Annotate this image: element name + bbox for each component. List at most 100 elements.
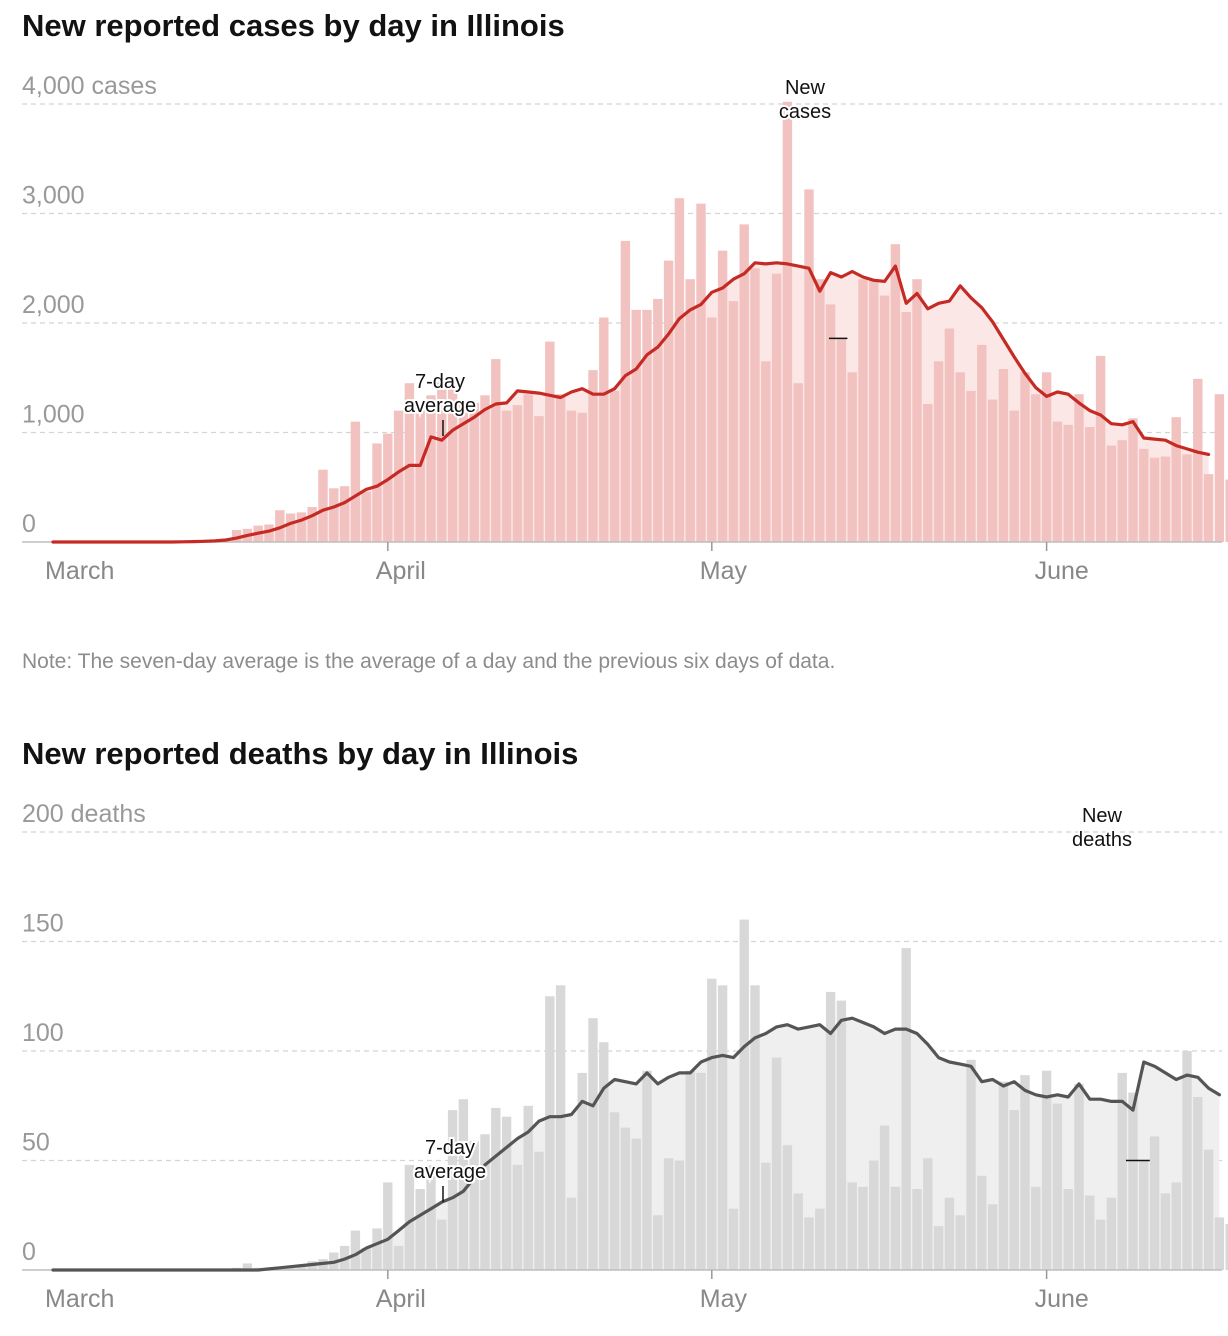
data-bar	[383, 1182, 393, 1270]
cases-chart: 0 1,000 2,000 3,000 4,000 cases March April May…	[22, 72, 1228, 585]
data-bar	[696, 203, 706, 542]
data-bar	[685, 1070, 695, 1270]
data-bar	[1074, 394, 1084, 542]
data-bar	[404, 383, 415, 542]
data-bar	[393, 410, 404, 542]
data-bar	[977, 344, 987, 542]
data-bar	[1171, 417, 1181, 542]
data-bar	[1214, 1217, 1225, 1270]
data-bar	[1225, 479, 1228, 542]
data-bar	[663, 1158, 674, 1270]
data-bar	[469, 402, 479, 542]
data-bar	[933, 1226, 944, 1270]
data-bar	[1182, 1051, 1192, 1270]
data-bar	[534, 416, 544, 542]
data-bar	[620, 240, 631, 542]
annotation-text: average	[404, 395, 476, 417]
data-bar	[447, 375, 458, 542]
data-bar	[1160, 456, 1171, 542]
y-tick-label: 0	[22, 1238, 36, 1266]
data-bar	[1020, 372, 1030, 542]
data-bar	[912, 1189, 922, 1270]
data-bar	[1128, 418, 1138, 542]
data-bar	[1182, 454, 1192, 542]
data-bar	[447, 1110, 458, 1270]
average-line	[51, 261, 1211, 544]
data-bar	[901, 312, 911, 542]
data-bar	[1041, 372, 1052, 542]
data-bar	[933, 361, 944, 542]
data-bar	[847, 1182, 857, 1270]
data-bar	[696, 1072, 706, 1270]
data-bar	[653, 298, 663, 542]
data-bar	[318, 469, 328, 542]
data-bar	[912, 279, 922, 542]
data-bar	[588, 370, 598, 542]
data-bar	[631, 1138, 641, 1270]
annotation-text: New	[785, 77, 826, 99]
data-bar	[879, 295, 890, 542]
deaths-chart: 0 50 100 150 200 deaths March April May June Newd…	[22, 800, 1228, 1313]
data-bar	[966, 390, 976, 542]
data-bar	[372, 1228, 382, 1270]
data-bar	[717, 250, 728, 542]
data-bar	[1149, 457, 1160, 542]
data-bar	[1117, 1072, 1127, 1270]
data-bar	[825, 304, 836, 542]
data-bar	[804, 189, 814, 542]
x-tick-label: April	[376, 1285, 426, 1313]
data-bar	[599, 1042, 609, 1270]
data-bar	[501, 1116, 512, 1270]
data-bar	[361, 1248, 371, 1270]
y-tick-label: 200 deaths	[22, 800, 146, 828]
data-bar	[674, 1160, 685, 1270]
data-bar	[1052, 1103, 1063, 1270]
data-bar	[1225, 1224, 1228, 1270]
data-bar	[1031, 1186, 1041, 1270]
data-bar	[771, 1057, 782, 1270]
data-bar	[339, 486, 350, 542]
data-bar	[264, 524, 274, 542]
data-bar	[437, 382, 447, 542]
average-line	[51, 1016, 1221, 1272]
data-bar	[977, 1175, 987, 1270]
data-bar	[631, 309, 641, 542]
data-bar	[728, 1208, 739, 1270]
data-bar	[1031, 394, 1041, 542]
data-bar	[426, 395, 436, 542]
x-tick-label: June	[1035, 557, 1089, 585]
x-tick-label: March	[45, 1285, 114, 1313]
data-bar	[955, 372, 965, 542]
data-bar	[1063, 424, 1073, 542]
data-bar	[458, 1099, 469, 1270]
data-bar	[469, 1140, 479, 1270]
data-bar	[415, 410, 425, 542]
data-bar	[815, 1208, 825, 1270]
data-bar	[361, 491, 371, 542]
y-tick-label: 0	[22, 510, 36, 538]
data-bar	[987, 1204, 998, 1270]
data-bar	[1139, 448, 1149, 542]
data-bar	[858, 1186, 868, 1270]
data-bar	[793, 383, 803, 542]
data-bar	[771, 273, 782, 542]
data-bar	[836, 1000, 847, 1270]
data-bar	[761, 361, 771, 542]
data-bar	[707, 317, 717, 542]
data-bar	[1203, 474, 1214, 542]
data-bar	[642, 309, 652, 542]
data-bar	[491, 1107, 501, 1270]
data-bar	[944, 1197, 955, 1270]
data-bar	[707, 978, 717, 1270]
annotation-text: 7-day	[415, 371, 465, 393]
data-bar	[1106, 445, 1117, 542]
data-bar	[372, 443, 382, 542]
x-tick-label: May	[700, 1285, 748, 1313]
annotation-text: 7-day	[425, 1137, 475, 1159]
y-tick-label: 2,000	[22, 291, 85, 319]
data-bar	[512, 405, 523, 542]
data-bar	[804, 1217, 814, 1270]
data-bar	[739, 919, 749, 1270]
data-bar	[998, 1081, 1009, 1270]
data-bar	[966, 1059, 976, 1270]
